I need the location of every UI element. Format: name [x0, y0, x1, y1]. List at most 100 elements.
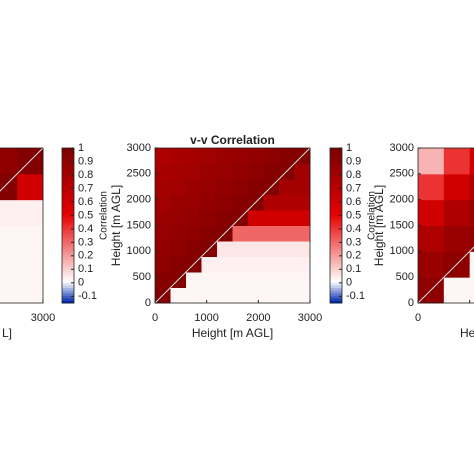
heatmap-cell — [201, 256, 218, 273]
heatmap-cell — [170, 256, 187, 273]
colorbar-label: Correlation — [99, 191, 110, 240]
colorbar-segment — [330, 186, 342, 190]
colorbar-segment — [62, 176, 74, 180]
x-tick-label: 3000 — [298, 312, 322, 324]
heatmap-cell — [248, 179, 264, 195]
heatmap-cell — [263, 225, 280, 242]
colorbar-segment — [62, 300, 74, 304]
heatmap-cell — [17, 225, 44, 252]
colorbar-segment — [330, 222, 342, 226]
colorbar-tick-label: 0.4 — [346, 223, 361, 235]
x-tick-label: 3000 — [31, 312, 55, 324]
x-tick-label: 0 — [152, 312, 158, 324]
heatmap-cell — [170, 179, 187, 195]
heatmap-cell — [279, 241, 295, 257]
colorbar-segment — [62, 199, 74, 203]
heatmap-cell — [294, 256, 311, 273]
colorbar-segment — [330, 284, 342, 288]
colorbar-tick-label: 0.8 — [78, 169, 93, 181]
colorbar-segment — [62, 204, 74, 208]
colorbar-segment — [330, 297, 342, 301]
heatmap-cell — [443, 173, 471, 201]
heatmap-cell — [294, 272, 311, 288]
colorbar-segment — [330, 243, 342, 247]
heatmap-cell — [279, 272, 295, 288]
heatmap-cell — [170, 241, 187, 257]
colorbar-segment — [62, 210, 74, 214]
heatmap-cell — [232, 256, 249, 273]
heatmap-cell — [263, 194, 280, 211]
colorbar-segment — [62, 181, 74, 185]
heatmap-cell — [232, 241, 249, 257]
heatmap-cell — [0, 251, 18, 278]
colorbar-segment — [62, 295, 74, 299]
heatmap-cell — [170, 225, 187, 242]
colorbar-segment — [62, 148, 74, 152]
colorbar-segment — [62, 261, 74, 265]
y-tick-label: 2500 — [390, 168, 414, 180]
heatmap-cell — [155, 256, 171, 273]
heatmap-cell — [248, 287, 264, 304]
colorbar-segment — [62, 155, 74, 159]
colorbar-segment — [330, 259, 342, 263]
y-tick-label: 2000 — [390, 194, 414, 206]
heatmap-cell — [279, 194, 295, 211]
colorbar-tick-label: 0.6 — [346, 196, 361, 208]
y-tick-label: 1500 — [127, 219, 151, 231]
colorbar-segment — [62, 202, 74, 206]
colorbar-segment — [330, 253, 342, 257]
heatmap-cell — [170, 210, 187, 226]
colorbar-tick-label: 0.9 — [346, 155, 361, 167]
colorbar-frame — [61, 147, 75, 304]
colorbar-segment — [330, 261, 342, 265]
heatmap-cell — [186, 163, 202, 180]
heatmap-cell — [186, 287, 202, 304]
colorbar-segment — [62, 274, 74, 278]
colorbar-segment — [330, 246, 342, 250]
colorbar-segment — [330, 241, 342, 245]
colorbar-tick-label: 0.2 — [78, 250, 93, 262]
heatmap-cell — [443, 199, 471, 226]
colorbar-segment — [62, 297, 74, 301]
colorbar-segment — [330, 248, 342, 252]
heatmap-cell — [279, 179, 295, 195]
colorbar-segment — [330, 220, 342, 224]
colorbar-segment — [62, 166, 74, 170]
heatmap-cell — [418, 148, 445, 175]
heatmap-cell — [217, 287, 233, 304]
heatmap-cell — [186, 241, 202, 257]
colorbar-segment — [330, 176, 342, 180]
colorbar-tick-label: 0.3 — [346, 236, 361, 248]
colorbar-segment — [62, 150, 74, 154]
heatmap-cell — [17, 173, 44, 201]
y-tick-label: 500 — [133, 271, 151, 283]
colorbar-tick-label: 0.9 — [78, 155, 93, 167]
colorbar-segment — [62, 284, 74, 288]
plots: on3000L]10.90.80.70.60.50.40.30.20.10-0.… — [0, 133, 474, 340]
plot-title: v-v Correlation — [190, 133, 275, 147]
colorbar-segment — [62, 272, 74, 276]
colorbar-tick-label: 0.1 — [78, 263, 93, 275]
colorbar-segment — [62, 207, 74, 211]
heatmap-cell — [248, 256, 264, 273]
heatmap-cell — [279, 256, 295, 273]
colorbar-segment — [330, 202, 342, 206]
heatmap-cell — [217, 241, 233, 257]
heatmap-cell — [201, 148, 218, 164]
heatmap-cell — [469, 199, 474, 226]
colorbar-segment — [330, 212, 342, 216]
colorbar-segment — [330, 251, 342, 255]
colorbar-segment — [330, 184, 342, 188]
colorbar-segment — [330, 197, 342, 201]
colorbar-segment — [330, 282, 342, 286]
colorbar-segment — [62, 191, 74, 195]
colorbar-segment — [330, 155, 342, 159]
colorbar-segment — [62, 228, 74, 232]
colorbar-segment — [330, 204, 342, 208]
heatmap-cell — [217, 148, 233, 164]
colorbar-segment — [62, 217, 74, 221]
diagonal — [154, 147, 311, 304]
y-tick-label: 0 — [145, 297, 151, 309]
colorbar-segment — [330, 256, 342, 260]
